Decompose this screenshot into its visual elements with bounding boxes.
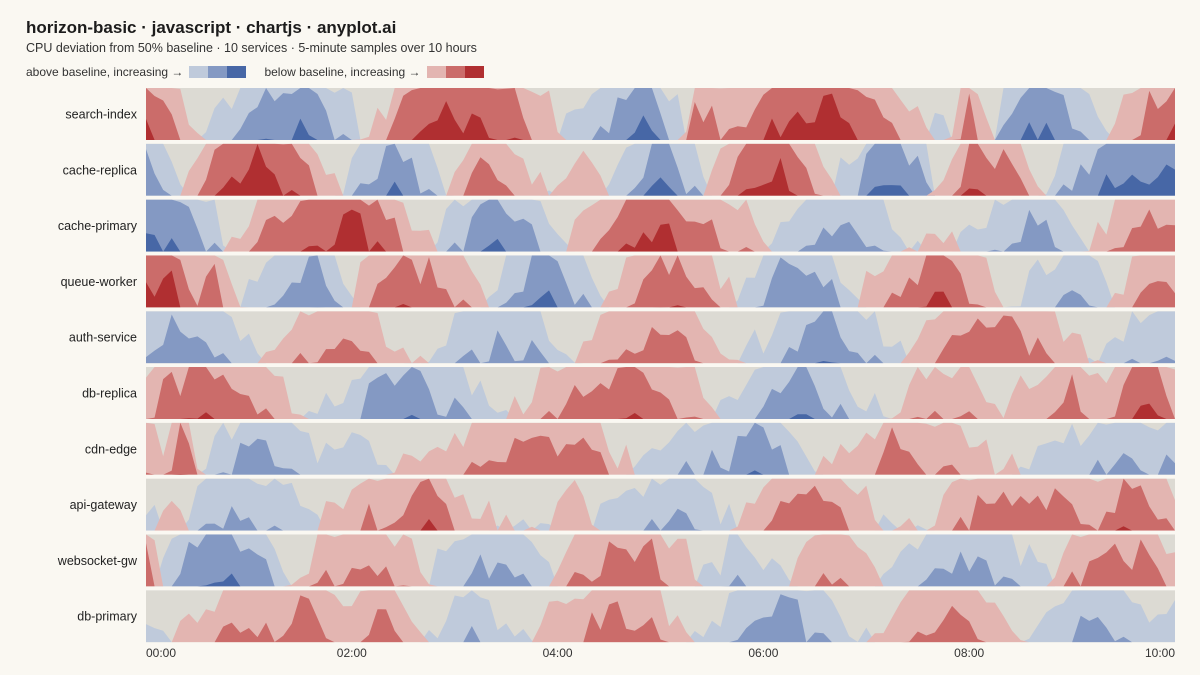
auth-service-positive-band-1 <box>146 311 1175 364</box>
search-index-positive-band-2 <box>146 88 1175 140</box>
websocket-gw-negative-band-1 <box>146 534 1175 587</box>
api-gateway-positive-band-1 <box>146 478 1175 531</box>
horizon-row-db-primary <box>146 590 1175 643</box>
db-replica-positive-band-2 <box>146 367 1175 419</box>
websocket-gw-negative-band-2 <box>146 538 1175 587</box>
horizon-row-cache-primary <box>146 199 1175 252</box>
horizon-row-queue-worker <box>146 255 1175 308</box>
cache-replica-positive-band-3 <box>146 164 1175 196</box>
x-tick-label: 02:00 <box>337 646 367 660</box>
row-label-api-gateway: api-gateway <box>70 498 138 512</box>
legend-swatch-pos-1 <box>189 66 209 78</box>
x-tick-label: 04:00 <box>543 646 573 660</box>
legend-swatch-neg-3 <box>464 66 484 78</box>
legend-swatch-pos-3 <box>227 66 247 78</box>
horizon-row-cache-replica <box>146 143 1175 196</box>
cache-replica-negative-band-3 <box>146 144 1175 196</box>
row-label-websocket-gw: websocket-gw <box>57 554 138 568</box>
row-label-db-replica: db-replica <box>82 387 137 401</box>
legend-swatch-neg-2 <box>445 66 465 78</box>
horizon-row-search-index <box>146 88 1175 140</box>
api-gateway-positive-band-2 <box>146 506 1175 531</box>
x-tick-label: 00:00 <box>146 646 176 660</box>
websocket-gw-positive-band-1 <box>146 534 1175 587</box>
api-gateway-negative-band-2 <box>146 478 1175 531</box>
legend: above baseline, increasing → below basel… <box>26 65 502 79</box>
search-index-negative-band-2 <box>146 88 1175 140</box>
queue-worker-negative-band-2 <box>146 255 1175 308</box>
row-label-db-primary: db-primary <box>77 610 137 624</box>
row-label-cdn-edge: cdn-edge <box>85 442 137 456</box>
x-tick-label: 06:00 <box>748 646 778 660</box>
horizon-row-api-gateway <box>146 478 1175 531</box>
cache-primary-positive-band-1 <box>146 199 1175 252</box>
x-tick-label: 08:00 <box>954 646 984 660</box>
horizon-row-cdn-edge <box>146 422 1175 475</box>
legend-above-swatches <box>189 66 247 78</box>
legend-above-label: above baseline, increasing → <box>26 65 184 79</box>
legend-above: above baseline, increasing → <box>26 65 247 79</box>
websocket-gw-positive-band-2 <box>146 534 1175 587</box>
chart-title: horizon-basic · javascript · chartjs · a… <box>26 18 397 37</box>
row-label-auth-service: auth-service <box>69 331 137 345</box>
row-label-queue-worker: queue-worker <box>61 275 137 289</box>
horizon-row-db-replica <box>146 367 1175 419</box>
legend-below-label: below baseline, increasing → <box>264 65 421 79</box>
db-primary-positive-band-1 <box>146 590 1175 643</box>
cdn-edge-positive-band-2 <box>146 422 1175 475</box>
horizon-row-auth-service <box>146 311 1175 364</box>
auth-service-negative-band-2 <box>146 315 1175 364</box>
chart-subtitle: CPU deviation from 50% baseline · 10 ser… <box>26 41 477 55</box>
db-primary-negative-band-2 <box>146 595 1175 643</box>
cache-primary-negative-band-3 <box>146 209 1175 252</box>
db-primary-negative-band-1 <box>146 590 1175 643</box>
legend-swatch-pos-2 <box>208 66 228 78</box>
horizon-row-websocket-gw <box>146 534 1175 587</box>
legend-below: below baseline, increasing → <box>264 65 484 79</box>
row-label-cache-replica: cache-replica <box>63 163 137 177</box>
db-replica-negative-band-2 <box>146 367 1175 419</box>
x-tick-label: 10:00 <box>1145 646 1175 660</box>
row-label-search-index: search-index <box>65 108 137 122</box>
legend-below-swatches <box>426 66 484 78</box>
cache-replica-positive-band-2 <box>146 143 1175 196</box>
queue-worker-positive-band-2 <box>146 255 1175 308</box>
row-label-cache-primary: cache-primary <box>58 219 138 233</box>
legend-swatch-neg-1 <box>426 66 446 78</box>
cdn-edge-negative-band-1 <box>146 422 1175 475</box>
